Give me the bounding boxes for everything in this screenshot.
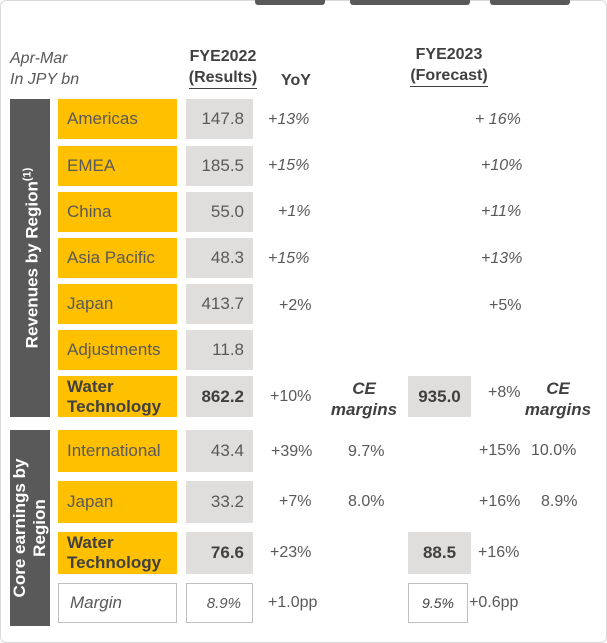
- col-header-results-year: FYE2022: [189, 48, 257, 65]
- yoy-emea: +15%: [268, 157, 310, 174]
- region-label-japan: Japan: [58, 284, 177, 324]
- forecast-ce-margins-line1: CE: [546, 379, 570, 398]
- region-label-china: China: [58, 192, 177, 232]
- value-americas: 147.8: [186, 99, 253, 139]
- core-earnings-section-title: Core earnings by Region: [10, 459, 50, 598]
- col-header-forecast: FYE2023 (Forecast): [400, 44, 498, 87]
- yoy-americas: +13%: [268, 111, 310, 128]
- ce-margins-line1: CE: [352, 379, 376, 398]
- value-japan: 413.7: [186, 284, 253, 324]
- cropped-title-fragment: [255, 0, 575, 6]
- ce-label-japan: Japan: [58, 481, 177, 523]
- value-adjustments: 11.8: [186, 330, 253, 370]
- value-emea: 185.5: [186, 146, 253, 186]
- value-asia-pacific: 48.3: [186, 238, 253, 278]
- region-label-adjustments: Adjustments: [58, 330, 177, 370]
- forecast-ce-yoy-japan: +16%: [479, 493, 521, 510]
- forecast-ce-yoy-international: +15%: [479, 442, 521, 459]
- ce-margin-japan: 8.0%: [348, 493, 385, 510]
- ce-total-label-line1: Water: [67, 533, 114, 552]
- ce-margins-line2: margins: [330, 400, 398, 419]
- core-earnings-section-band: Core earnings by Region: [10, 430, 50, 626]
- ce-value-japan: 33.2: [186, 481, 253, 523]
- forecast-margin-value: 9.5%: [408, 583, 468, 623]
- forecast-ce-margin-japan: 8.9%: [541, 493, 578, 510]
- ce-yoy-international: +39%: [271, 443, 313, 460]
- margin-yoy: +1.0pp: [268, 594, 318, 611]
- core-earnings-title-line1: Core earnings by: [10, 458, 29, 598]
- ce-yoy-japan: +7%: [279, 493, 312, 510]
- ce-margins-header-results: CE margins: [326, 378, 402, 420]
- core-earnings-title-line2: Region: [30, 499, 49, 557]
- forecast-yoy-emea: +10%: [481, 157, 523, 174]
- revenues-section-title-text: Revenues by Region: [22, 181, 42, 349]
- region-label-emea: EMEA: [58, 146, 177, 186]
- unit-currency: In JPY bn: [10, 71, 80, 88]
- ce-margin-international: 9.7%: [348, 443, 385, 460]
- forecast-yoy-asia-pacific: +13%: [481, 250, 523, 267]
- ce-label-international: International: [58, 430, 177, 472]
- region-label-asia-pacific: Asia Pacific: [58, 238, 177, 278]
- forecast-yoy-total-revenue: +8%: [488, 384, 521, 401]
- revenues-section-title: Revenues by Region(1): [18, 168, 43, 349]
- yoy-china: +1%: [278, 203, 311, 220]
- value-china: 55.0: [186, 192, 253, 232]
- total-label-line2: Technology: [67, 396, 162, 416]
- col-header-forecast-year: FYE2023: [415, 46, 483, 63]
- yoy-total-revenue: +10%: [270, 388, 312, 405]
- unit-label: Apr-Mar In JPY bn: [10, 48, 79, 90]
- forecast-ce-value-total: 88.5: [408, 532, 471, 574]
- unit-period: Apr-Mar: [10, 50, 68, 67]
- forecast-yoy-americas: + 16%: [475, 111, 521, 128]
- region-label-americas: Americas: [58, 99, 177, 139]
- margin-label: Margin: [58, 583, 177, 623]
- forecast-ce-margin-international: 10.0%: [531, 442, 577, 459]
- value-total-revenue: 862.2: [186, 376, 253, 417]
- col-header-yoy: YoY: [281, 72, 311, 89]
- revenues-section-band: Revenues by Region(1): [10, 99, 50, 417]
- revenues-footnote-marker: (1): [21, 167, 34, 182]
- forecast-ce-yoy-total: +16%: [478, 544, 520, 561]
- forecast-margin-yoy: +0.6pp: [469, 594, 519, 611]
- forecast-value-total-revenue: 935.0: [408, 376, 471, 417]
- total-label-line1: Water: [67, 376, 114, 396]
- ce-value-total: 76.6: [186, 532, 253, 574]
- forecast-yoy-china: +11%: [481, 203, 522, 220]
- ce-margins-header-forecast: CE margins: [520, 378, 596, 420]
- ce-total-label-line2: Technology: [67, 553, 162, 572]
- ce-yoy-total: +23%: [270, 544, 312, 561]
- forecast-ce-margins-line2: margins: [524, 400, 592, 419]
- forecast-yoy-japan: +5%: [489, 297, 522, 314]
- margin-value: 8.9%: [186, 583, 253, 623]
- ce-total-label-water-technology: Water Technology: [58, 532, 177, 574]
- col-header-forecast-type: (Forecast): [410, 65, 488, 87]
- col-header-results: FYE2022 (Results): [180, 46, 266, 89]
- ce-value-international: 43.4: [186, 430, 253, 472]
- yoy-asia-pacific: +15%: [268, 250, 310, 267]
- total-label-water-technology: Water Technology: [58, 376, 177, 417]
- yoy-japan: +2%: [279, 297, 312, 314]
- col-header-results-type: (Results): [188, 67, 258, 89]
